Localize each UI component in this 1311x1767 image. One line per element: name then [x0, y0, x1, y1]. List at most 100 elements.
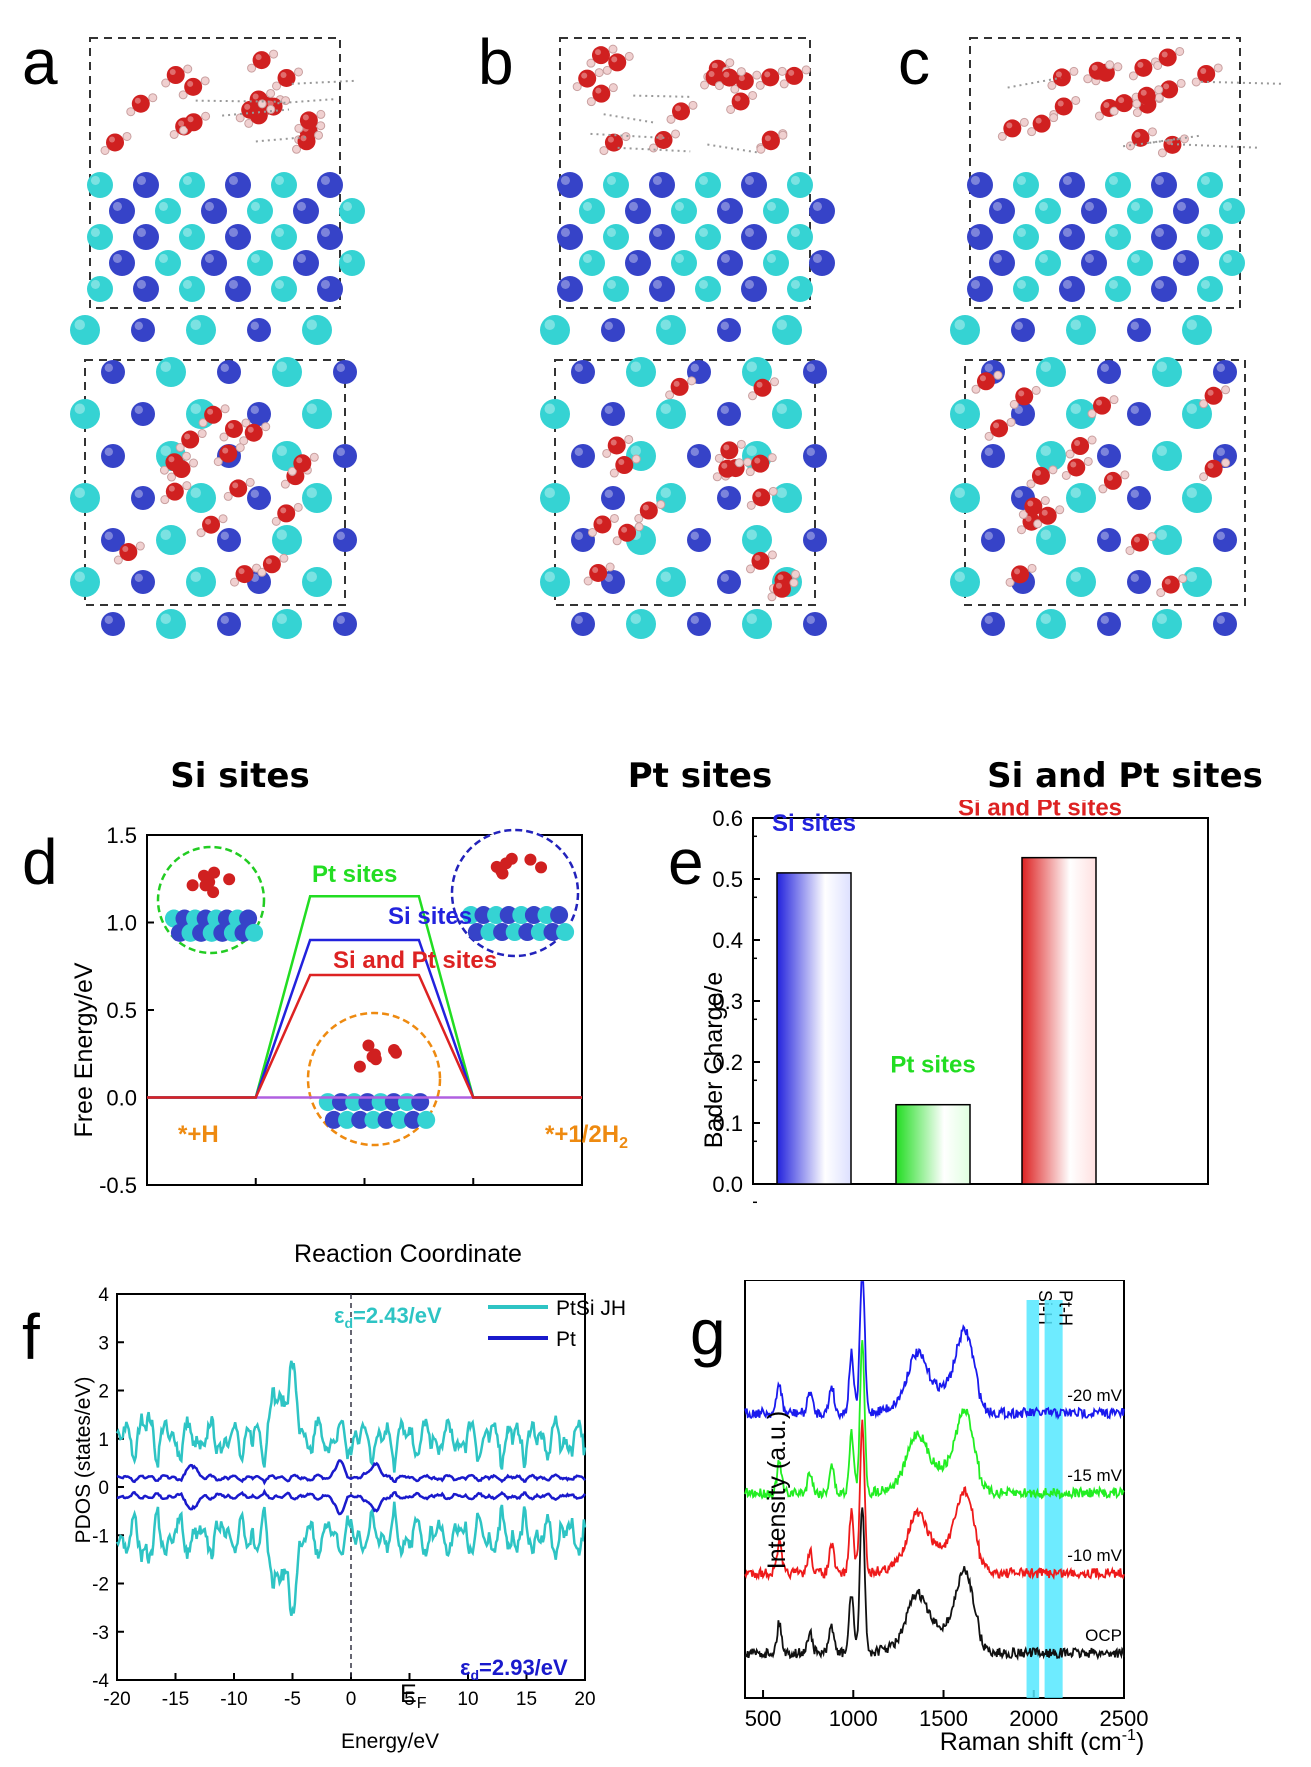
pt-atom	[333, 528, 357, 552]
si-atom	[302, 483, 332, 513]
series-minus-10mv	[744, 1419, 1125, 1582]
water-molecule	[292, 130, 324, 154]
si-atom	[656, 567, 686, 597]
slab-atom	[417, 1110, 436, 1129]
x-tick-label: -15	[162, 1689, 189, 1710]
pt-atom	[1081, 250, 1107, 276]
pt-atom	[687, 444, 711, 468]
water-molecule	[730, 70, 762, 94]
y-tick-label: 1.0	[106, 911, 137, 936]
slab-atom	[338, 1110, 356, 1129]
cell-boundary	[559, 37, 811, 309]
pt-atom	[625, 198, 651, 224]
pt-atom	[967, 276, 993, 302]
pt-atom	[557, 276, 583, 302]
si-atom	[540, 315, 570, 345]
bar-label: Pt sites	[890, 1052, 975, 1079]
si-atom	[950, 399, 980, 429]
pt-atom	[717, 570, 741, 594]
panel-label-g: g	[690, 1296, 726, 1368]
oxygen-atom	[186, 879, 199, 892]
si-atom	[1197, 224, 1223, 250]
si-atom	[1182, 567, 1212, 597]
series-pt-up	[116, 1459, 586, 1486]
legend-label-ptsi-jh: PtSi JH	[556, 1297, 626, 1320]
si-atom	[1182, 483, 1212, 513]
water-molecule	[287, 452, 319, 476]
water-molecule	[586, 83, 618, 107]
water-molecule	[1026, 465, 1058, 489]
structure-si-and-pt-sites	[950, 37, 1282, 639]
hydrogen-bond	[222, 108, 290, 117]
water-molecule	[196, 514, 228, 538]
series-label: -15 mV	[1067, 1466, 1122, 1485]
pt-atom	[247, 318, 271, 342]
water-molecule	[223, 477, 255, 501]
x-tick-label: 15	[516, 1689, 537, 1710]
water-molecule	[198, 404, 230, 428]
series-ocp	[744, 1507, 1125, 1662]
water-molecule	[247, 49, 279, 73]
pt-atom	[293, 250, 319, 276]
slab-atom	[556, 923, 575, 942]
si-atom	[1066, 483, 1096, 513]
si-atom	[272, 525, 302, 555]
bar-label: Si and Pt sites	[958, 800, 1122, 822]
pt-atom	[1213, 612, 1237, 636]
si-atom	[1152, 357, 1182, 387]
pt-atom	[133, 224, 159, 250]
pt-atom	[601, 486, 625, 510]
chart-free-energy: -0.5 0.0 0.5 1.0 1.5 Free Energy/eV Reaction…	[70, 823, 628, 1268]
oxygen-atom	[208, 866, 221, 879]
pt-atom	[1097, 612, 1121, 636]
pt-atom	[717, 318, 741, 342]
si-atom	[87, 276, 113, 302]
cell-boundary	[89, 37, 341, 309]
pt-atom	[1059, 276, 1085, 302]
water-molecule	[1154, 78, 1186, 102]
cell-boundary	[84, 359, 346, 606]
water-molecule	[1132, 85, 1164, 109]
pt-atom	[1081, 198, 1107, 224]
pt-atom	[1173, 198, 1199, 224]
pt-atom	[333, 612, 357, 636]
oxygen-atom	[388, 1044, 401, 1057]
pt-atom	[809, 198, 835, 224]
y-tick-label: 4	[98, 1285, 109, 1306]
si-atom	[247, 250, 273, 276]
slab-atom	[543, 923, 562, 942]
water-molecule	[583, 562, 615, 586]
pt-atom	[1097, 444, 1121, 468]
oxygen-atom	[223, 873, 236, 886]
water-molecule	[1033, 505, 1065, 529]
oxygen-atom	[535, 861, 548, 874]
si-atom	[156, 525, 186, 555]
slab-atom	[467, 923, 486, 942]
pt-atom	[557, 172, 583, 198]
hydrogen-bond	[291, 79, 357, 85]
water-molecule	[100, 131, 132, 155]
pt-atom	[201, 250, 227, 276]
si-atom	[1152, 525, 1182, 555]
pt-atom	[803, 360, 827, 384]
si-atom	[540, 399, 570, 429]
slab-atom	[512, 906, 531, 925]
pt-atom	[109, 250, 135, 276]
hydrogen-bond	[1170, 143, 1258, 149]
y-tick-label: -1	[92, 1526, 109, 1547]
oxygen-atom	[368, 1048, 381, 1061]
y-axis-title: Free Energy/eV	[70, 962, 98, 1137]
hydrogen-bond	[590, 132, 669, 140]
series-minus-20mv	[744, 1281, 1125, 1421]
pt-atom	[741, 224, 767, 250]
pt-atom	[101, 444, 125, 468]
pt-atom	[1173, 250, 1199, 276]
water-molecule	[1087, 395, 1119, 419]
si-atom	[271, 172, 297, 198]
si-atom	[1036, 609, 1066, 639]
hydrogen-bond	[1122, 137, 1181, 148]
pt-atom	[133, 276, 159, 302]
si-atom	[1013, 172, 1039, 198]
panel-label-e: e	[668, 826, 704, 898]
caption-si-and-pt-sites: Si and Pt sites	[987, 756, 1263, 796]
